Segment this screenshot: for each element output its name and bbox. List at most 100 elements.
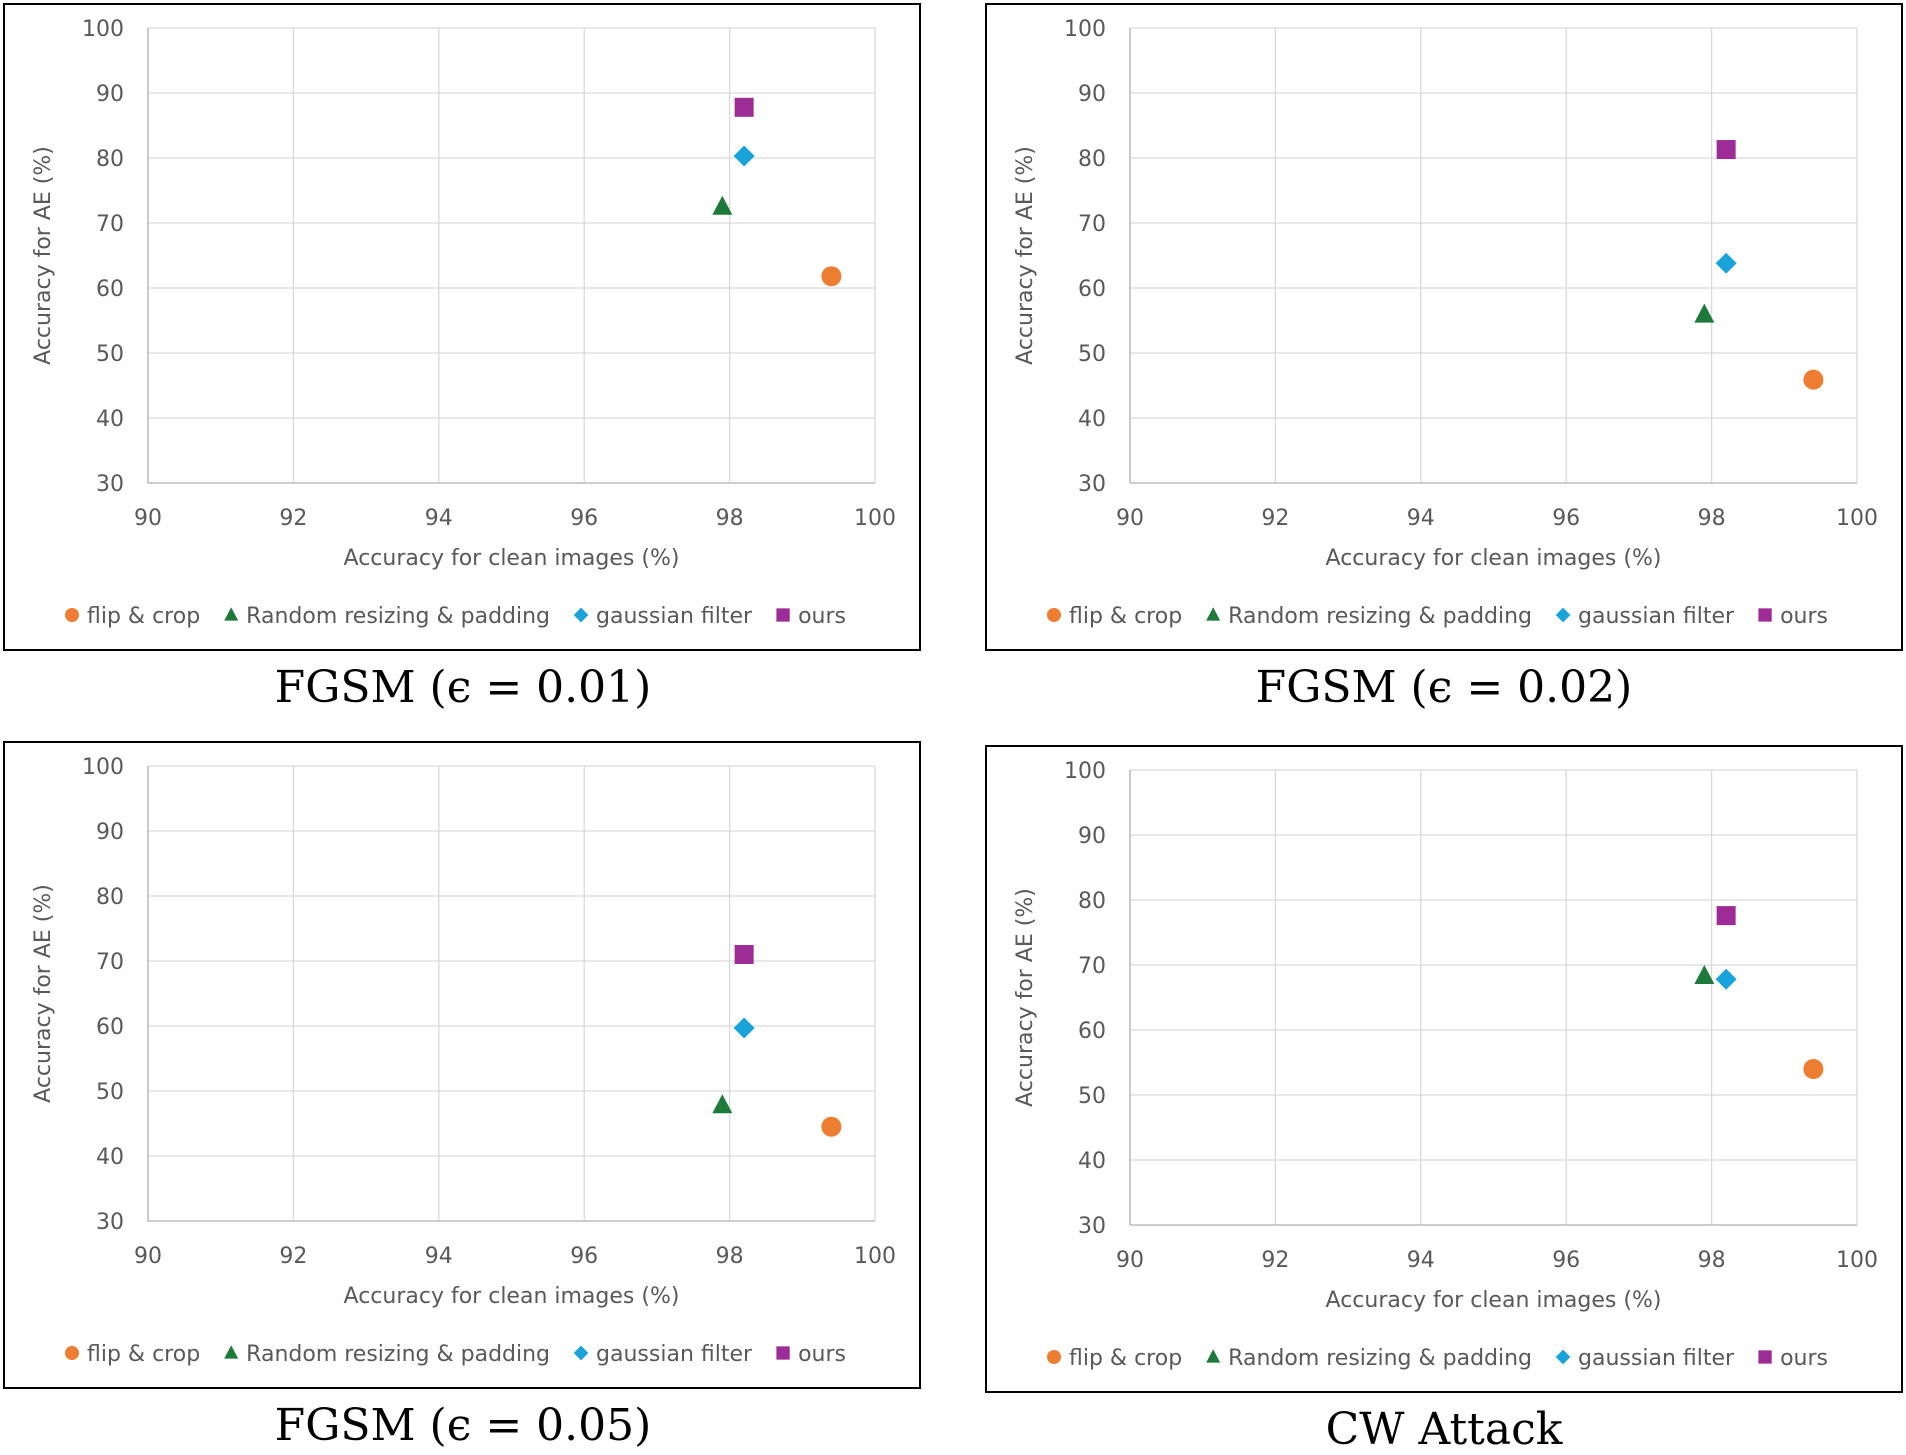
- y-tick-label: 40: [1078, 407, 1106, 432]
- x-tick-label: 92: [1261, 506, 1289, 531]
- data-point-square: [734, 945, 754, 964]
- chart-caption: CW Attack: [1325, 1404, 1563, 1455]
- data-point-circle: [821, 1116, 842, 1137]
- chart-frame: [3, 3, 921, 651]
- y-tick-label: 90: [96, 82, 124, 107]
- y-tick-label: 30: [96, 472, 124, 497]
- chart-caption: FGSM (ϵ = 0.05): [274, 1400, 652, 1451]
- data-point-diamond: [733, 1017, 755, 1039]
- y-axis-label: Accuracy for AE (%): [31, 146, 56, 365]
- legend-entry-label: ours: [798, 1342, 846, 1367]
- x-tick-label: 94: [1407, 1248, 1435, 1273]
- legend-marker-triangle: [1206, 1349, 1221, 1363]
- legend-entry-label: flip & crop: [87, 604, 200, 629]
- data-point-circle: [1803, 369, 1824, 390]
- legend-marker-triangle: [224, 607, 239, 621]
- legend-marker-square: [776, 608, 790, 622]
- y-tick-label: 50: [1078, 1084, 1106, 1109]
- legend-marker-circle: [65, 1346, 79, 1360]
- legend-entry-label: ours: [1780, 1346, 1828, 1371]
- x-axis-label: Accuracy for clean images (%): [1326, 1288, 1662, 1313]
- scatter-plot: 30 40 50 60 70 80 90 100 90 92 94 96 98 100 Accuracy f…: [985, 3, 1903, 651]
- x-axis-label: Accuracy for clean images (%): [1326, 546, 1662, 571]
- y-tick-label: 100: [1064, 759, 1106, 784]
- legend-entry-label: ours: [798, 604, 846, 629]
- y-tick-label: 70: [96, 950, 124, 975]
- scatter-plot: 30 40 50 60 70 80 90 100 90 92 94 96 98 100 Accuracy f…: [3, 3, 921, 651]
- y-tick-label: 90: [1078, 824, 1106, 849]
- y-tick-label: 60: [96, 1015, 124, 1040]
- data-point-triangle: [1694, 965, 1715, 985]
- legend-entry-label: gaussian filter: [596, 1342, 753, 1367]
- x-tick-label: 100: [1836, 506, 1878, 531]
- x-tick-label: 94: [1407, 506, 1435, 531]
- y-axis-label: Accuracy for AE (%): [1013, 888, 1038, 1107]
- data-point-diamond: [1715, 968, 1737, 990]
- y-axis-label: Accuracy for AE (%): [31, 884, 56, 1103]
- chart-frame: [985, 745, 1903, 1393]
- legend-entry-label: flip & crop: [1069, 604, 1182, 629]
- chart-fgsm-005: 30 40 50 60 70 80 90 100 90 92 94 96 98 100 Accuracy f…: [3, 741, 921, 1389]
- y-tick-label: 50: [96, 1080, 124, 1105]
- legend-entry-label: gaussian filter: [596, 604, 753, 629]
- x-tick-label: 100: [1836, 1248, 1878, 1273]
- y-tick-label: 60: [1078, 1019, 1106, 1044]
- x-tick-label: 90: [134, 506, 162, 531]
- x-tick-label: 94: [425, 506, 453, 531]
- y-tick-label: 40: [96, 407, 124, 432]
- y-tick-label: 50: [1078, 342, 1106, 367]
- y-tick-label: 60: [1078, 277, 1106, 302]
- data-point-square: [1716, 906, 1736, 926]
- x-tick-label: 96: [1552, 506, 1580, 531]
- x-tick-label: 90: [134, 1244, 162, 1269]
- y-tick-label: 100: [82, 755, 124, 780]
- chart-fgsm-001: 30 40 50 60 70 80 90 100 90 92 94 96 98 100 Accuracy f…: [3, 3, 921, 651]
- chart-frame: [3, 741, 921, 1389]
- x-tick-label: 96: [570, 1244, 598, 1269]
- y-tick-label: 50: [96, 342, 124, 367]
- y-tick-label: 70: [1078, 954, 1106, 979]
- y-tick-label: 80: [96, 147, 124, 172]
- x-tick-label: 98: [1698, 1248, 1726, 1273]
- data-point-triangle: [1694, 303, 1715, 323]
- x-tick-label: 96: [570, 506, 598, 531]
- x-tick-label: 92: [279, 1244, 307, 1269]
- legend-entry-label: gaussian filter: [1578, 604, 1735, 629]
- y-tick-label: 40: [96, 1145, 124, 1170]
- legend-marker-square: [1758, 1350, 1772, 1364]
- x-tick-label: 100: [854, 506, 896, 531]
- x-tick-label: 98: [716, 1244, 744, 1269]
- legend-marker-circle: [65, 608, 79, 622]
- data-point-circle: [1803, 1059, 1824, 1079]
- scatter-plot: 30 40 50 60 70 80 90 100 90 92 94 96 98 100 Accuracy f…: [3, 741, 921, 1389]
- legend-marker-circle: [1047, 608, 1061, 622]
- scatter-plot: 30 40 50 60 70 80 90 100 90 92 94 96 98 100 Accuracy f…: [985, 745, 1903, 1393]
- y-tick-label: 100: [82, 17, 124, 42]
- x-tick-label: 90: [1116, 506, 1144, 531]
- data-point-circle: [821, 266, 842, 287]
- legend-entry-label: ours: [1780, 604, 1828, 629]
- legend-entry-label: Random resizing & padding: [1228, 1346, 1532, 1371]
- legend-marker-triangle: [1206, 607, 1221, 621]
- legend-marker-square: [776, 1346, 790, 1360]
- y-tick-label: 70: [1078, 212, 1106, 237]
- chart-caption: FGSM (ϵ = 0.01): [274, 662, 652, 713]
- x-tick-label: 98: [716, 506, 744, 531]
- y-tick-label: 30: [1078, 472, 1106, 497]
- legend-marker-diamond: [573, 607, 589, 623]
- legend-entry-label: flip & crop: [87, 1342, 200, 1367]
- x-tick-label: 90: [1116, 1248, 1144, 1273]
- legend-marker-triangle: [224, 1345, 239, 1359]
- y-tick-label: 30: [1078, 1214, 1106, 1239]
- chart-fgsm-002: 30 40 50 60 70 80 90 100 90 92 94 96 98 100 Accuracy f…: [985, 3, 1903, 651]
- data-point-square: [1716, 140, 1736, 160]
- x-axis-label: Accuracy for clean images (%): [344, 1284, 680, 1309]
- y-axis-label: Accuracy for AE (%): [1013, 146, 1038, 365]
- legend-entry-label: flip & crop: [1069, 1346, 1182, 1371]
- x-tick-label: 98: [1698, 506, 1726, 531]
- x-axis-label: Accuracy for clean images (%): [344, 546, 680, 571]
- data-point-triangle: [712, 195, 733, 215]
- y-tick-label: 60: [96, 277, 124, 302]
- data-point-diamond: [733, 145, 755, 167]
- y-tick-label: 80: [1078, 889, 1106, 914]
